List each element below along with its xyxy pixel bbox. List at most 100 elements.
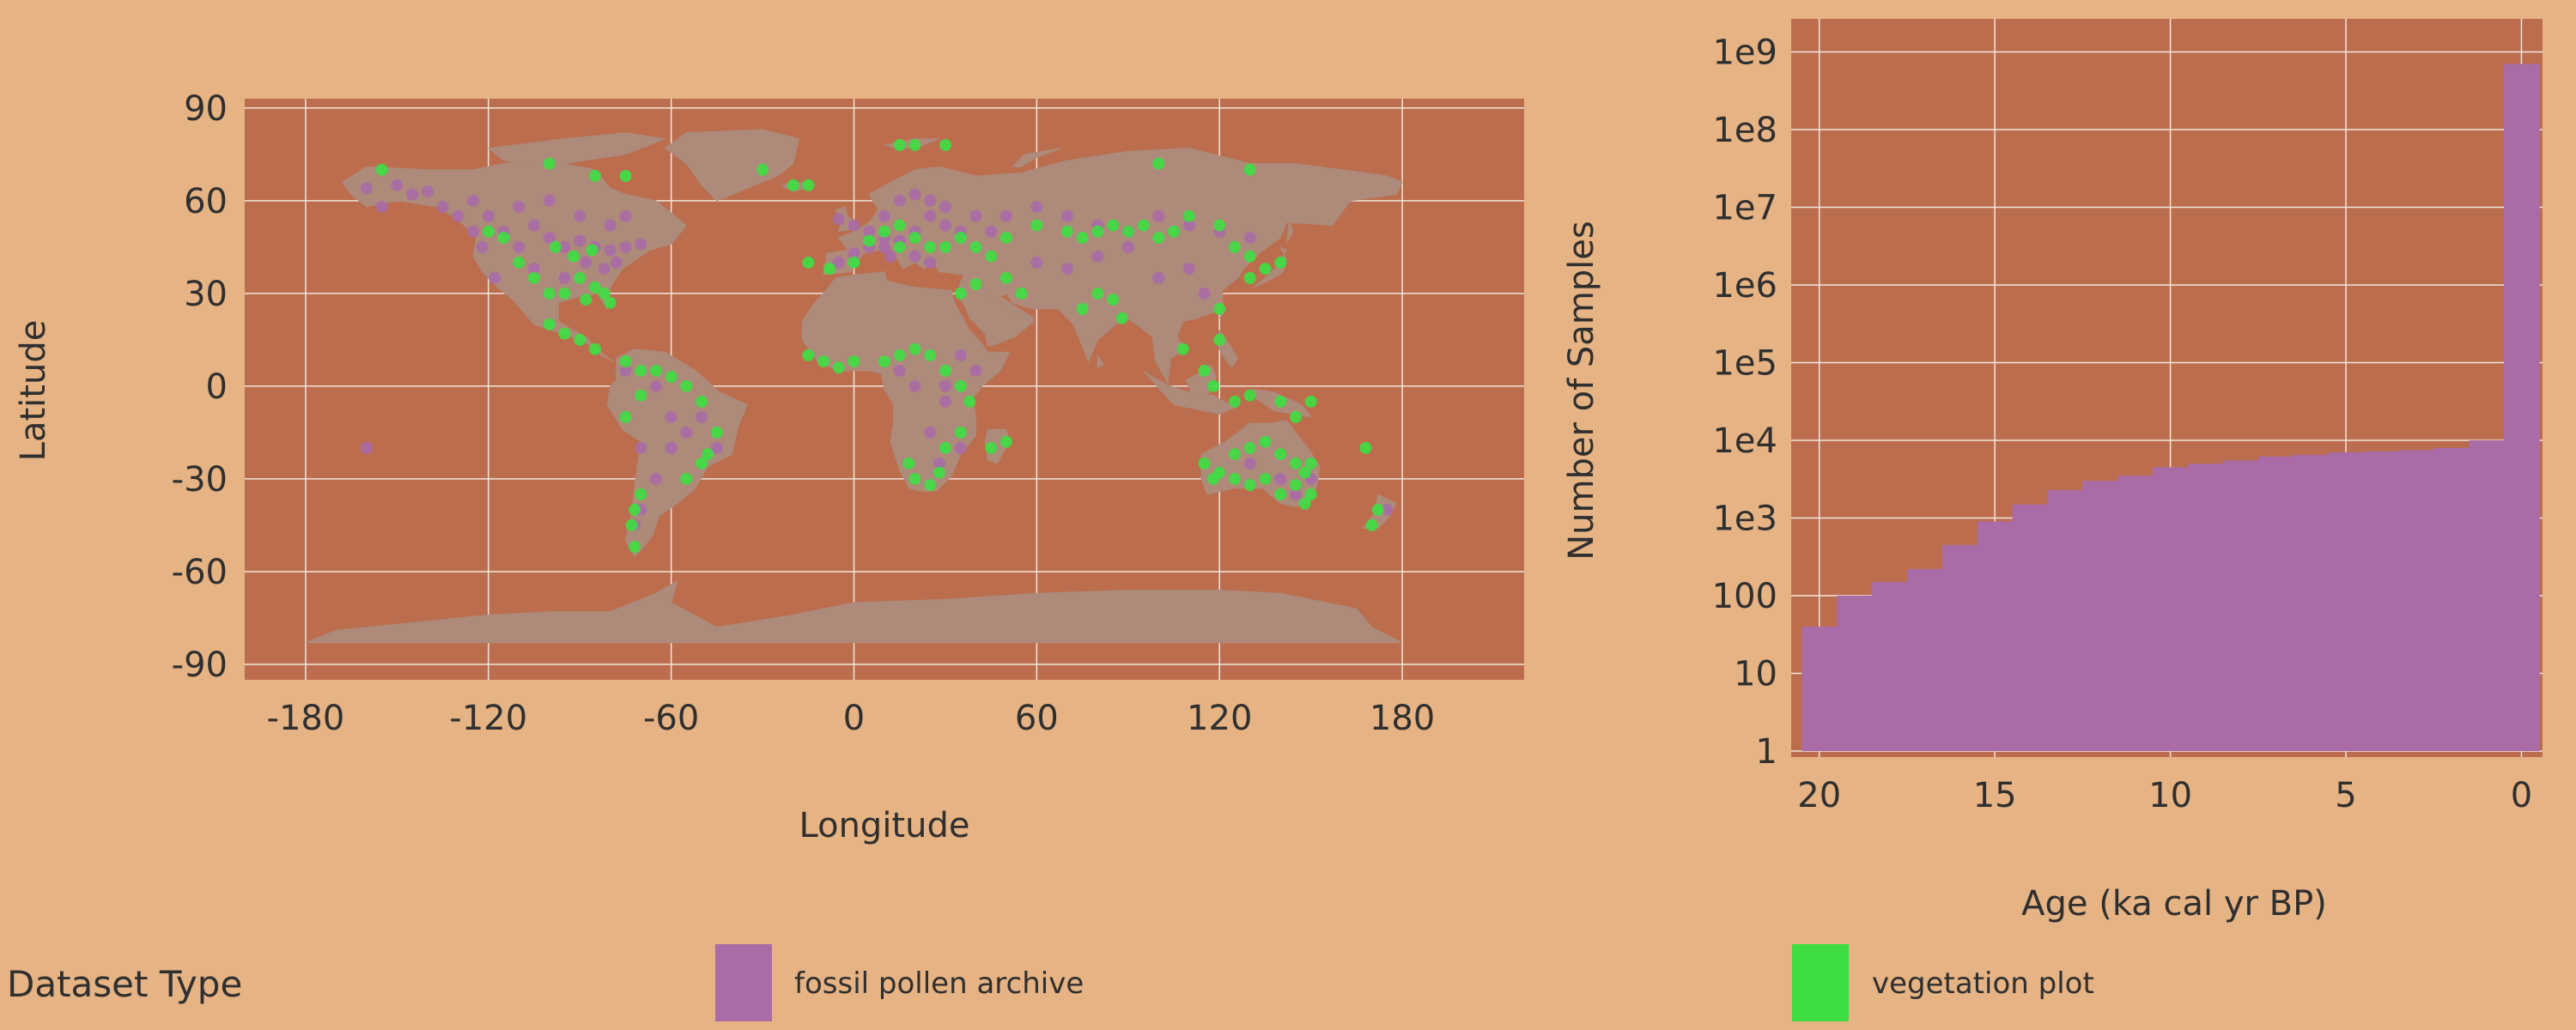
map-y-tick-4: -30 <box>172 460 228 500</box>
map-point-vegetation-plot-82 <box>1176 342 1189 355</box>
map-point-fossil-pollen-archive-75 <box>696 410 708 423</box>
map-point-vegetation-plot-55 <box>939 240 951 253</box>
map-point-fossil-pollen-archive-29 <box>375 201 388 213</box>
map-point-fossil-pollen-archive-74 <box>680 426 693 439</box>
map-point-vegetation-plot-70 <box>1213 219 1226 232</box>
hist-y-tick-8: 1e8 <box>1712 111 1777 150</box>
map-point-fossil-pollen-archive-73 <box>665 441 677 454</box>
map-point-vegetation-plot-22 <box>549 240 562 253</box>
map-x-tick-5: 120 <box>1187 699 1252 738</box>
map-point-fossil-pollen-archive-68 <box>1152 271 1165 284</box>
map-point-vegetation-plot-128 <box>1304 488 1317 500</box>
map-point-vegetation-plot-111 <box>999 271 1012 284</box>
map-point-fossil-pollen-archive-15 <box>476 240 489 253</box>
map-point-vegetation-plot-40 <box>696 457 708 470</box>
map-point-vegetation-plot-45 <box>629 541 641 554</box>
map-point-fossil-pollen-archive-12 <box>604 244 617 257</box>
land-arctic-islands <box>487 132 667 165</box>
map-point-vegetation-plot-127 <box>1229 472 1241 485</box>
map-point-vegetation-plot-75 <box>1274 256 1287 269</box>
map-point-fossil-pollen-archive-39 <box>939 219 951 232</box>
map-point-vegetation-plot-1 <box>543 157 556 170</box>
map-point-vegetation-plot-48 <box>848 256 860 269</box>
map-point-fossil-pollen-archive-95 <box>1381 503 1394 516</box>
map-x-tick-6: 180 <box>1370 699 1435 738</box>
map-point-vegetation-plot-20 <box>598 287 611 300</box>
map-point-vegetation-plot-104 <box>924 479 937 492</box>
hist-y-tick-0: 1 <box>1756 732 1777 772</box>
hist-bar-fossil-pollen-archive-10 <box>2153 467 2189 751</box>
map-point-vegetation-plot-14 <box>513 256 526 269</box>
histogram-y-tick-labels: 1 10 100 1e3 1e4 1e5 1e6 1e7 1e8 1e9 <box>1712 33 1777 772</box>
map-point-fossil-pollen-archive-38 <box>924 209 937 222</box>
map-y-tick-1: 60 <box>184 182 228 221</box>
map-point-fossil-pollen-archive-65 <box>1060 263 1073 276</box>
map-point-fossil-pollen-archive-48 <box>878 240 890 253</box>
map-point-vegetation-plot-80 <box>1213 302 1226 315</box>
map-point-vegetation-plot-41 <box>680 472 693 485</box>
map-point-fossil-pollen-archive-54 <box>985 225 998 238</box>
map-point-vegetation-plot-106 <box>902 457 915 470</box>
map-point-vegetation-plot-107 <box>985 441 998 454</box>
map-point-vegetation-plot-69 <box>1182 209 1195 222</box>
map-point-vegetation-plot-39 <box>702 448 714 461</box>
hist-x-tick-3: 5 <box>2335 776 2356 815</box>
map-point-fossil-pollen-archive-84 <box>954 441 967 454</box>
map-point-fossil-pollen-archive-10 <box>574 234 586 247</box>
map-point-fossil-pollen-archive-72 <box>649 472 662 485</box>
map-point-vegetation-plot-29 <box>589 342 601 355</box>
hist-y-tick-3: 1e3 <box>1712 500 1777 539</box>
map-point-vegetation-plot-123 <box>1289 479 1302 492</box>
map-point-vegetation-plot-4 <box>756 163 769 176</box>
map-point-vegetation-plot-74 <box>1243 271 1256 284</box>
map-point-vegetation-plot-43 <box>629 503 641 516</box>
map-point-vegetation-plot-91 <box>817 355 829 368</box>
map-point-fossil-pollen-archive-49 <box>884 250 897 263</box>
hist-bar-fossil-pollen-archive-15 <box>1977 521 2014 751</box>
map-point-vegetation-plot-92 <box>832 361 845 374</box>
map-point-fossil-pollen-archive-57 <box>1060 209 1073 222</box>
hist-bar-fossil-pollen-archive-1 <box>2469 440 2505 751</box>
map-point-fossil-pollen-archive-14 <box>635 238 647 251</box>
map-point-vegetation-plot-15 <box>528 271 540 284</box>
map-point-vegetation-plot-93 <box>848 355 860 368</box>
hist-bar-fossil-pollen-archive-19 <box>1837 596 1873 751</box>
hist-y-tick-2: 100 <box>1712 577 1777 616</box>
map-point-vegetation-plot-120 <box>1289 457 1302 470</box>
map-point-fossil-pollen-archive-34 <box>863 225 876 238</box>
map-point-fossil-pollen-archive-77 <box>665 410 677 423</box>
map-point-vegetation-plot-24 <box>586 244 598 257</box>
map-point-vegetation-plot-46 <box>802 256 815 269</box>
map-point-vegetation-plot-115 <box>1213 466 1226 479</box>
map-point-fossil-pollen-archive-23 <box>604 219 617 232</box>
map-point-vegetation-plot-112 <box>1015 287 1028 300</box>
map-point-fossil-pollen-archive-1 <box>406 188 419 201</box>
map-point-vegetation-plot-44 <box>625 518 638 531</box>
map-point-vegetation-plot-54 <box>893 240 906 253</box>
map-point-vegetation-plot-90 <box>802 348 815 361</box>
map-point-fossil-pollen-archive-67 <box>1121 240 1134 253</box>
map-point-vegetation-plot-52 <box>908 232 921 244</box>
hist-bar-fossil-pollen-archive-12 <box>2082 481 2119 751</box>
legend: Dataset Type fossil pollen archive veget… <box>0 944 2576 1021</box>
map-point-vegetation-plot-124 <box>1274 488 1287 500</box>
map-point-fossil-pollen-archive-56 <box>1030 201 1043 213</box>
map-point-vegetation-plot-119 <box>1274 448 1287 461</box>
map-point-vegetation-plot-34 <box>680 379 693 392</box>
map-point-fossil-pollen-archive-22 <box>574 209 586 222</box>
map-point-vegetation-plot-38 <box>710 426 723 439</box>
map-y-tick-6: -90 <box>172 645 228 685</box>
hist-x-tick-0: 20 <box>1797 776 1841 815</box>
map-point-vegetation-plot-8 <box>908 139 921 151</box>
map-point-fossil-pollen-archive-69 <box>1182 263 1195 276</box>
map-point-vegetation-plot-21 <box>604 296 617 309</box>
hist-x-tick-1: 15 <box>1973 776 2017 815</box>
histogram-x-axis-label: Age (ka cal yr BP) <box>2021 884 2327 924</box>
map-point-vegetation-plot-31 <box>635 364 647 377</box>
map-y-tick-0: 90 <box>184 89 228 129</box>
map-point-vegetation-plot-66 <box>1137 219 1150 232</box>
map-point-vegetation-plot-85 <box>1229 395 1241 408</box>
land-sri-lanka <box>1097 354 1105 369</box>
